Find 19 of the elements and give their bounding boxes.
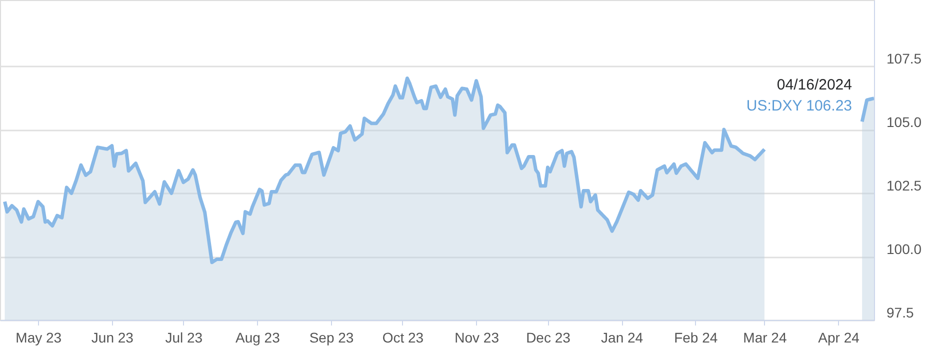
x-tick-label: Aug 23 [236, 330, 280, 346]
x-tick-label: Jul 23 [165, 330, 203, 346]
x-tick-label: May 23 [16, 330, 62, 346]
y-tick-label: 97.5 [886, 304, 914, 320]
x-tick-label: Jan 24 [601, 330, 644, 346]
x-tick-label: Oct 23 [382, 330, 424, 346]
x-tick-label: Apr 24 [818, 330, 860, 346]
y-tick-label: 100.0 [886, 241, 922, 258]
annotation: US:DXY 106.23 [746, 97, 852, 114]
x-tick-label: Sep 23 [309, 330, 354, 346]
x-tick-label: Nov 23 [454, 330, 500, 346]
x-tick-label: Dec 23 [526, 330, 571, 346]
x-tick-label: Jun 23 [91, 330, 134, 346]
y-tick-label: 102.5 [886, 178, 922, 194]
x-tick-label: Feb 24 [674, 330, 718, 346]
y-tick-label: 107.5 [886, 50, 922, 67]
y-tick-label: 105.0 [886, 114, 922, 130]
annotation: 04/16/2024 [776, 76, 852, 94]
x-tick-label: Mar 24 [743, 330, 787, 346]
